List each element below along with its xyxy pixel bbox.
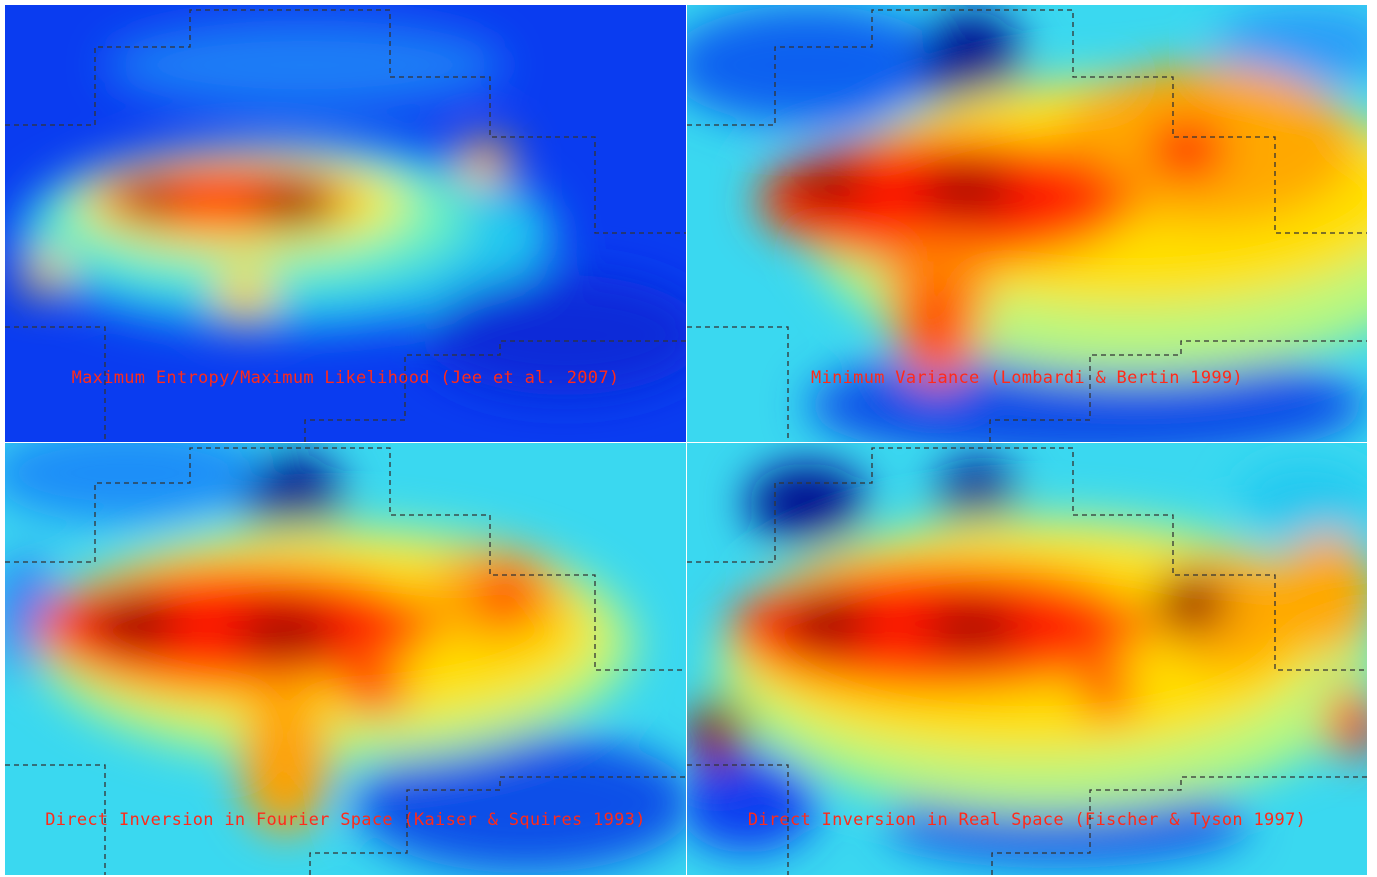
panel-minimum-variance: Minimum Variance (Lombardi & Bertin 1999… <box>687 5 1367 442</box>
panel-caption: Direct Inversion in Fourier Space (Kaise… <box>45 810 646 830</box>
mass-map-grid: Maximum Entropy/Maximum Likelihood (Jee … <box>5 5 1367 875</box>
panel-caption: Minimum Variance (Lombardi & Bertin 1999… <box>811 368 1243 388</box>
panel-caption: Maximum Entropy/Maximum Likelihood (Jee … <box>71 368 620 388</box>
panel-maximum-entropy: Maximum Entropy/Maximum Likelihood (Jee … <box>5 5 686 442</box>
panel-caption: Direct Inversion in Real Space (Fischer … <box>747 810 1307 830</box>
panel-fourier-inversion: Direct Inversion in Fourier Space (Kaise… <box>5 443 686 875</box>
panel-real-space-inversion: Direct Inversion in Real Space (Fischer … <box>687 443 1367 875</box>
